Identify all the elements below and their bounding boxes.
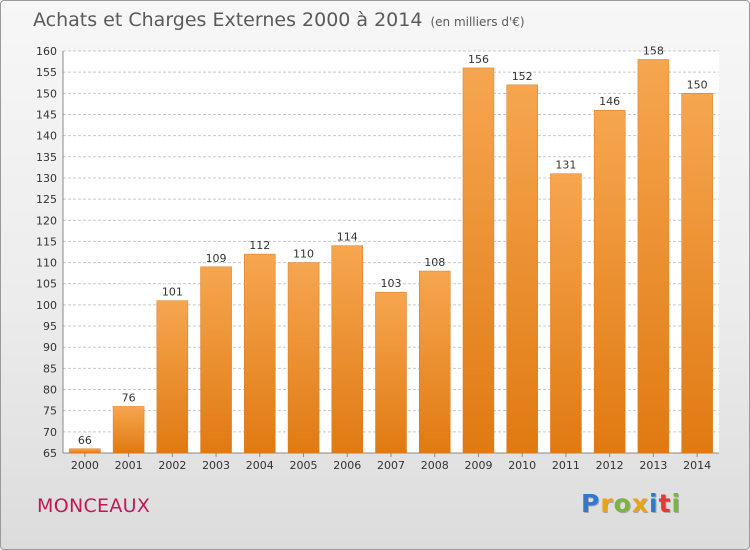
y-tick-label: 90 [43, 341, 57, 354]
chart-subtitle: (en milliers d'€) [430, 15, 525, 29]
bar-value-label: 131 [555, 159, 576, 172]
y-tick-label: 85 [43, 362, 57, 375]
bar-value-label: 76 [122, 391, 136, 404]
bar [69, 448, 101, 454]
bar [156, 300, 189, 454]
bar [331, 245, 364, 454]
y-tick-label: 105 [36, 278, 57, 291]
y-tick-label: 115 [36, 235, 57, 248]
bar [462, 67, 495, 454]
logo-letter: x [631, 489, 649, 518]
x-tick-label: 2007 [377, 459, 405, 472]
logo-letter: i [649, 489, 659, 518]
y-tick-label: 110 [36, 257, 57, 270]
y-tick-label: 100 [36, 299, 57, 312]
bar [418, 270, 451, 454]
proxiti-logo: Proxiti [581, 489, 681, 518]
x-tick-label: 2011 [552, 459, 580, 472]
bar [200, 266, 232, 454]
logo-letter: i [671, 489, 682, 518]
y-tick-label: 80 [43, 384, 57, 397]
y-tick-label: 75 [43, 405, 57, 418]
bar [244, 253, 276, 454]
x-tick-label: 2008 [421, 459, 449, 472]
x-tick-label: 2001 [115, 459, 143, 472]
logo-letter: o [613, 489, 632, 518]
bar-value-label: 108 [424, 256, 445, 269]
bar [287, 262, 320, 454]
bar [112, 406, 145, 454]
bar-value-label: 114 [337, 231, 358, 244]
logo-letter: P [581, 489, 601, 518]
y-tick-label: 140 [36, 130, 57, 143]
x-tick-label: 2003 [202, 459, 230, 472]
y-tick-label: 95 [43, 320, 57, 333]
y-tick-label: 70 [43, 426, 57, 439]
place-name: MONCEAUX [37, 495, 151, 517]
x-tick-label: 2012 [596, 459, 624, 472]
y-tick-label: 65 [43, 447, 57, 460]
x-tick-label: 2004 [246, 459, 274, 472]
bar-value-label: 152 [512, 70, 533, 83]
bar-value-label: 150 [687, 78, 708, 91]
y-tick-label: 155 [36, 66, 57, 79]
x-tick-label: 2013 [639, 459, 667, 472]
chart-title-text: Achats et Charges Externes 2000 à 2014 [33, 9, 423, 31]
bar-value-label: 158 [643, 44, 664, 57]
bar [550, 173, 582, 454]
y-tick-label: 150 [36, 87, 57, 100]
bar-value-label: 66 [78, 434, 92, 447]
x-tick-label: 2005 [290, 459, 318, 472]
logo-letter: t [658, 489, 672, 518]
bar-value-label: 103 [381, 277, 402, 290]
y-tick-label: 145 [36, 108, 57, 121]
y-tick-label: 160 [36, 45, 57, 58]
x-tick-label: 2002 [158, 459, 186, 472]
x-tick-label: 2006 [333, 459, 361, 472]
bar-value-label: 101 [162, 286, 183, 299]
bar [681, 93, 713, 454]
y-tick-label: 120 [36, 214, 57, 227]
y-tick-label: 125 [36, 193, 57, 206]
bar [506, 84, 538, 454]
y-tick-label: 135 [36, 151, 57, 164]
bar-value-label: 109 [206, 252, 227, 265]
x-tick-label: 2000 [71, 459, 99, 472]
logo-letter: r [600, 489, 614, 518]
bar [637, 59, 670, 454]
chart-title: Achats et Charges Externes 2000 à 2014 (e… [33, 9, 525, 31]
x-tick-label: 2010 [508, 459, 536, 472]
bar [375, 291, 407, 454]
x-tick-label: 2009 [464, 459, 492, 472]
x-tick-label: 2014 [683, 459, 711, 472]
bar-value-label: 156 [468, 53, 489, 66]
bar-value-label: 146 [599, 95, 620, 108]
y-tick-label: 130 [36, 172, 57, 185]
bar-value-label: 112 [249, 239, 270, 252]
bar [593, 109, 626, 454]
bar-value-label: 110 [293, 248, 314, 261]
